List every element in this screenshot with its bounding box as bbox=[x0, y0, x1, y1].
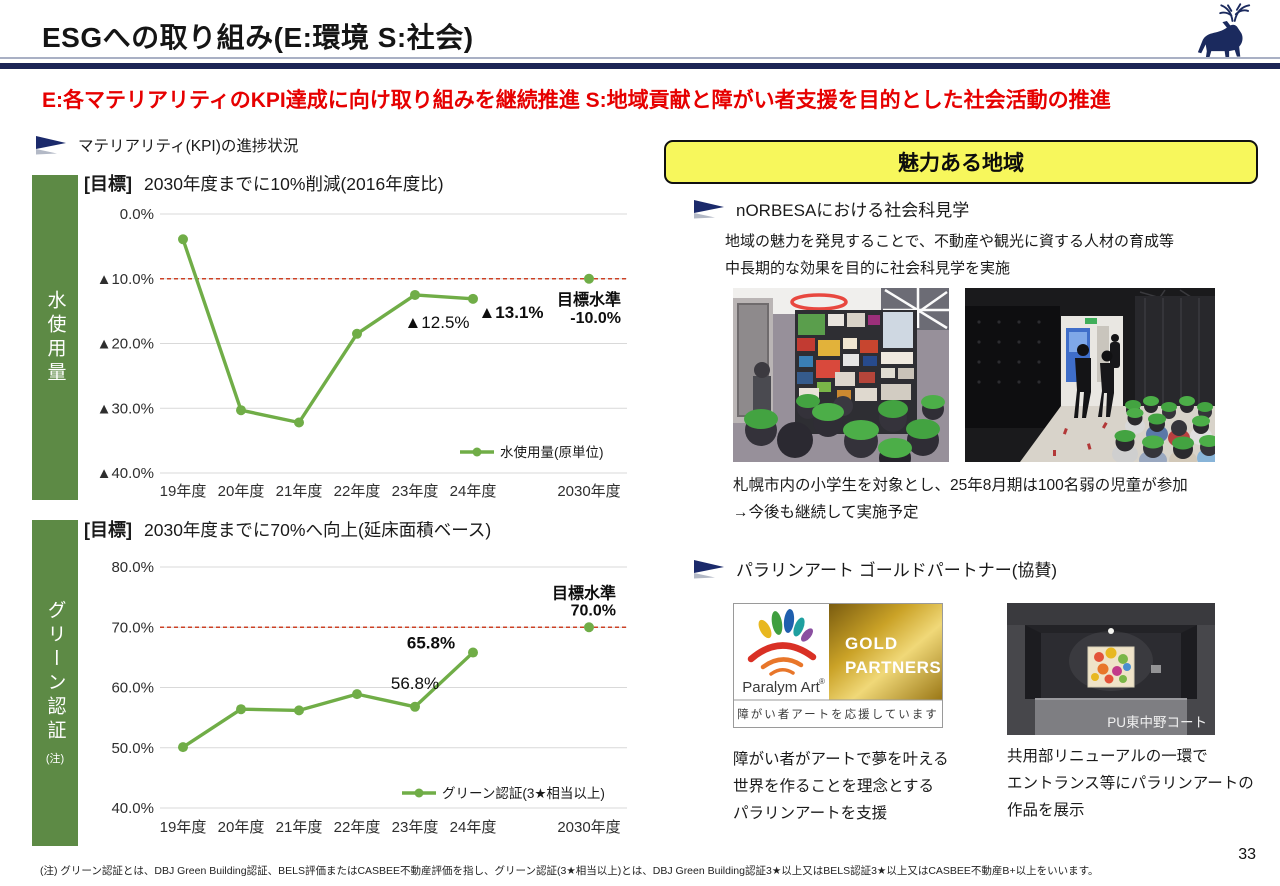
svg-text:24年度: 24年度 bbox=[450, 483, 497, 500]
goal-text: 2030年度までに70%へ向上(延床面積ベース) bbox=[144, 520, 492, 540]
svg-text:-10.0%: -10.0% bbox=[570, 310, 621, 327]
svg-text:21年度: 21年度 bbox=[276, 483, 323, 500]
children-with-green-caps bbox=[744, 394, 945, 462]
svg-text:▲13.1%: ▲13.1% bbox=[478, 303, 543, 322]
pennant-bullet-icon bbox=[694, 199, 724, 218]
svg-text:40.0%: 40.0% bbox=[111, 800, 154, 817]
goal-tag: [目標] bbox=[84, 174, 132, 194]
kpi-section-heading: マテリアリティ(KPI)の進捗状況 bbox=[36, 134, 298, 156]
paralym-display-text: 共用部リニューアルの一環で エントランス等にパラリンアートの 作品を展示 bbox=[1007, 743, 1254, 824]
pennant-bullet-icon bbox=[36, 136, 66, 155]
svg-text:56.8%: 56.8% bbox=[391, 674, 439, 693]
svg-text:70.0%: 70.0% bbox=[571, 602, 616, 619]
svg-text:70.0%: 70.0% bbox=[111, 619, 154, 636]
svg-text:22年度: 22年度 bbox=[334, 819, 381, 836]
svg-text:50.0%: 50.0% bbox=[111, 740, 154, 757]
paralym-display-line: 作品を展示 bbox=[1007, 802, 1085, 819]
chart-sidebar-green-cert: グリーン認証 (注) bbox=[32, 520, 78, 846]
deer-body bbox=[1197, 20, 1243, 59]
gold-badge-line1: GOLD bbox=[845, 634, 898, 653]
photo-caption: PU東中野コート bbox=[1107, 715, 1207, 730]
svg-text:▲10.0%: ▲10.0% bbox=[97, 271, 154, 288]
pennant-bullet-icon bbox=[694, 559, 724, 578]
norbesa-description-line: 地域の魅力を発見することで、不動産や観光に資する人材の育成等 bbox=[725, 233, 1174, 250]
chart-title-green-cert: [目標] 2030年度までに70%へ向上(延床面積ベース) bbox=[84, 516, 491, 542]
page-title: ESGへの取り組み(E:環境 S:社会) bbox=[42, 22, 474, 53]
norbesa-heading-row: nORBESAにおける社会科見学 bbox=[694, 196, 969, 221]
svg-text:19年度: 19年度 bbox=[160, 483, 207, 500]
page-number: 33 bbox=[1238, 846, 1256, 863]
svg-text:2030年度: 2030年度 bbox=[557, 483, 620, 500]
svg-text:水使用量(原単位): 水使用量(原単位) bbox=[500, 444, 604, 460]
norbesa-tour-photo-2 bbox=[965, 288, 1215, 462]
svg-text:目標水準: 目標水準 bbox=[557, 290, 621, 309]
water-usage-line-chart: 0.0% ▲10.0% ▲20.0% ▲30.0% ▲40.0% 19年度 20年度 21年度… bbox=[97, 206, 627, 500]
norbesa-heading: nORBESAにおける社会科見学 bbox=[736, 201, 970, 220]
svg-text:24年度: 24年度 bbox=[450, 819, 497, 836]
svg-text:65.8%: 65.8% bbox=[407, 634, 455, 653]
paralym-support-line: 世界を作ることを理念とする bbox=[733, 778, 935, 795]
norbesa-result-line: →今後も継続して実施予定 bbox=[733, 504, 919, 521]
chart-title-water: [目標] 2030年度までに10%削減(2016年度比) bbox=[84, 170, 444, 196]
svg-text:0.0%: 0.0% bbox=[120, 206, 154, 223]
chart-sidebar-water: 水使用量 bbox=[32, 175, 78, 500]
region-header-label: 魅力ある地域 bbox=[898, 152, 1024, 175]
paralym-brand-text: Paralym Art bbox=[742, 679, 820, 696]
chart-sidebar-green-cert-note: (注) bbox=[45, 753, 65, 765]
chart-sidebar-green-cert-label: グリーン認証 bbox=[44, 600, 66, 744]
paralym-support-line: 障がい者がアートで夢を叶える bbox=[733, 751, 949, 768]
paralym-display-line: エントランス等にパラリンアートの bbox=[1007, 775, 1254, 792]
gold-badge-line2: PARTNERS bbox=[845, 658, 941, 677]
norbesa-tour-photo-1 bbox=[733, 288, 949, 462]
paralym-heading: パラリンアート ゴールドパートナー(協賛) bbox=[736, 561, 1058, 580]
header-rule-thin bbox=[0, 57, 1280, 59]
footnote: (注) グリーン認証とは、DBJ Green Building認証、BELS評価… bbox=[40, 865, 1099, 877]
key-message: E:各マテリアリティのKPI達成に向け取り組みを継続推進 S:地域貢献と障がい者… bbox=[42, 89, 1111, 112]
kpi-section-label: マテリアリティ(KPI)の進捗状況 bbox=[78, 138, 299, 155]
svg-text:20年度: 20年度 bbox=[218, 483, 265, 500]
deer-logo-icon bbox=[1197, 3, 1251, 59]
svg-text:23年度: 23年度 bbox=[392, 483, 439, 500]
paralym-display-line: 共用部リニューアルの一環で bbox=[1007, 748, 1208, 765]
svg-text:22年度: 22年度 bbox=[334, 483, 381, 500]
seated-children-with-green-caps bbox=[1112, 396, 1215, 462]
paralym-art-mark bbox=[747, 609, 817, 676]
svg-text:80.0%: 80.0% bbox=[111, 559, 154, 576]
norbesa-description: 地域の魅力を発見することで、不動産や観光に資する人材の育成等 中長期的な効果を目… bbox=[725, 228, 1174, 282]
region-header-box: 魅力ある地域 bbox=[664, 140, 1258, 184]
registered-mark: ® bbox=[819, 677, 825, 686]
norbesa-description-line: 中長期的な効果を目的に社会科見学を実施 bbox=[725, 260, 1011, 277]
svg-text:▲12.5%: ▲12.5% bbox=[404, 313, 469, 332]
paralym-support-text: 障がい者がアートで夢を叶える 世界を作ることを理念とする パラリンアートを支援 bbox=[733, 746, 949, 827]
svg-text:目標水準: 目標水準 bbox=[552, 583, 616, 602]
logo-caption: 障がい者アートを応援しています bbox=[737, 707, 938, 721]
goal-tag: [目標] bbox=[84, 520, 132, 540]
paralym-support-line: パラリンアートを支援 bbox=[733, 805, 888, 822]
svg-text:▲40.0%: ▲40.0% bbox=[97, 465, 154, 482]
paralym-heading-row: パラリンアート ゴールドパートナー(協賛) bbox=[694, 556, 1057, 581]
svg-text:21年度: 21年度 bbox=[276, 819, 323, 836]
svg-text:19年度: 19年度 bbox=[160, 819, 207, 836]
goal-text: 2030年度までに10%削減(2016年度比) bbox=[144, 174, 444, 194]
svg-text:2030年度: 2030年度 bbox=[557, 819, 620, 836]
norbesa-result: 札幌市内の小学生を対象とし、25年8月期は100名弱の児童が参加 →今後も継続し… bbox=[733, 472, 1188, 526]
svg-text:20年度: 20年度 bbox=[218, 819, 265, 836]
header-rule-thick bbox=[0, 63, 1280, 69]
chart-sidebar-water-label: 水使用量 bbox=[44, 289, 66, 386]
svg-text:60.0%: 60.0% bbox=[111, 680, 154, 697]
paralym-art-gold-partners-logo: Paralym Art ® GOLD PARTNERS 障がい者アートを応援して… bbox=[733, 603, 943, 728]
green-certification-line-chart: 80.0% 70.0% 60.0% 50.0% 40.0% 19年度 20年度 21年度 22年… bbox=[111, 559, 627, 836]
norbesa-result-line: 札幌市内の小学生を対象とし、25年8月期は100名弱の児童が参加 bbox=[733, 477, 1188, 494]
paralym-art-display-photo: PU東中野コート bbox=[1007, 603, 1215, 735]
svg-text:グリーン認証(3★相当以上): グリーン認証(3★相当以上) bbox=[442, 786, 605, 801]
svg-text:▲20.0%: ▲20.0% bbox=[97, 336, 154, 353]
svg-text:▲30.0%: ▲30.0% bbox=[97, 400, 154, 417]
svg-text:23年度: 23年度 bbox=[392, 819, 439, 836]
